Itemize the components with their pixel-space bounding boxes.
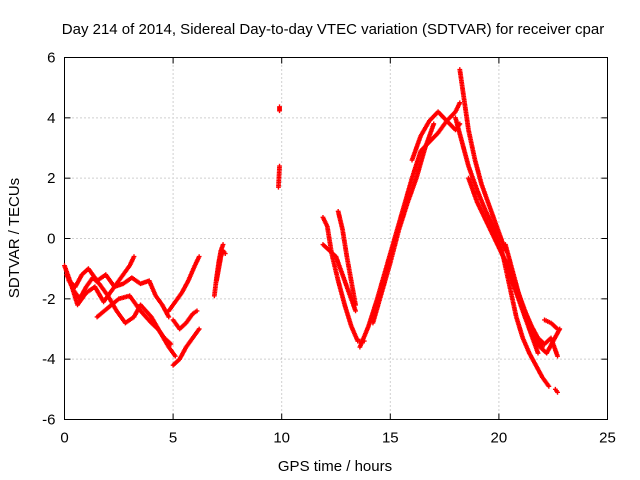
scatter-points — [214, 248, 228, 284]
series-track-f — [170, 308, 200, 332]
y-tick-label: 2 — [47, 170, 55, 187]
scatter-points — [335, 208, 358, 308]
series-track-j — [276, 163, 282, 190]
scatter-points — [170, 326, 202, 368]
scatter-points — [457, 67, 508, 253]
scatter-points — [166, 254, 202, 314]
scatter-points — [66, 266, 172, 320]
series-track-c — [66, 266, 172, 320]
x-tick-label: 10 — [273, 430, 290, 447]
data-marks — [62, 67, 563, 395]
x-tick-label: 25 — [599, 430, 616, 447]
grid — [64, 57, 608, 420]
series-track-r — [457, 67, 508, 253]
scatter-points — [170, 308, 200, 332]
series-track-i — [214, 248, 228, 284]
series-track-y — [552, 386, 560, 395]
y-tick-label: 4 — [47, 110, 55, 127]
scatter-points — [277, 104, 282, 114]
series-track-p — [370, 121, 437, 326]
y-tick-label: -6 — [42, 412, 55, 429]
x-tick-label: 0 — [60, 430, 68, 447]
scatter-points — [552, 386, 560, 395]
y-tick-label: -4 — [42, 351, 55, 368]
plot-frame — [64, 57, 608, 420]
y-tick-label: 0 — [47, 231, 55, 248]
series-track-o — [357, 100, 463, 350]
series-track-m — [320, 242, 358, 314]
scatter-points — [276, 163, 282, 190]
scatter-points — [409, 109, 463, 163]
y-tick-label: 6 — [47, 50, 55, 67]
x-tick-label: 5 — [169, 430, 177, 447]
series-track-n — [335, 208, 358, 308]
y-axis-label: SDTVAR / TECUs — [6, 178, 23, 298]
ticks: 0 5 10 15 20 25 -6 -4 -2 0 2 4 6 — [42, 50, 616, 447]
x-tick-label: 20 — [491, 430, 508, 447]
x-axis-label: GPS time / hours — [278, 458, 392, 475]
series-track-x — [542, 317, 560, 332]
x-tick-label: 15 — [382, 430, 399, 447]
chart-title: Day 214 of 2014, Sidereal Day-to-day VTE… — [62, 21, 604, 38]
series-track-l — [320, 214, 367, 344]
scatter-points — [320, 214, 367, 344]
series-track-e — [170, 326, 202, 368]
scatter-points — [320, 242, 358, 314]
scatter-points — [357, 100, 463, 350]
scatter-points — [94, 293, 174, 347]
series-track-k — [277, 104, 282, 114]
scatter-points — [370, 121, 437, 326]
scatter-points — [542, 317, 560, 332]
series-track-z — [503, 242, 541, 356]
series-track-d — [94, 293, 174, 347]
scatter-points — [503, 242, 541, 356]
series-track-g — [166, 254, 202, 314]
series-track-q — [409, 109, 463, 163]
y-tick-label: -2 — [42, 291, 55, 308]
